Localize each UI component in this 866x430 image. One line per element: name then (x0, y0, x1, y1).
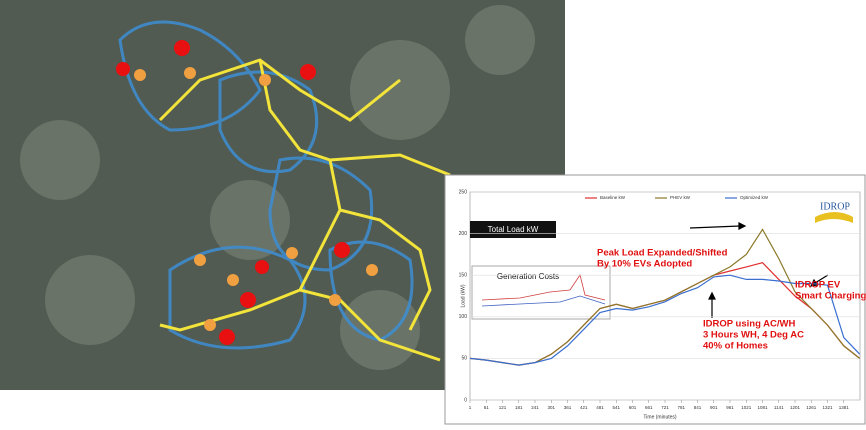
map-feeders (158, 58, 451, 362)
y-tick-label: 150 (459, 273, 468, 279)
annotation: IDROP using AC/WH (703, 319, 796, 330)
series-line (469, 274, 861, 366)
x-tick-label: 1261 (806, 405, 817, 410)
annotation: 3 Hours WH, 4 Deg AC (703, 330, 804, 341)
x-tick-label: 241 (531, 405, 539, 410)
arrows (689, 222, 829, 318)
legend-label: Baseline kW (600, 195, 626, 200)
inset (471, 265, 611, 320)
x-axis-label: Time (minutes) (643, 414, 676, 420)
map-sites (116, 40, 378, 345)
inset-line (481, 295, 606, 307)
x-tick-label: 421 (580, 405, 588, 410)
x-tick-label: 61 (484, 405, 490, 410)
annotation: By 10% EVs Adopted (597, 259, 692, 270)
chart-title: Total Load kW (488, 225, 539, 234)
x-tick-label: 481 (596, 405, 604, 410)
x-tick-label: 301 (547, 405, 555, 410)
annotation: IDROP EV (795, 280, 841, 291)
x-tick-label: 1 (469, 405, 472, 410)
y-tick-label: 200 (459, 231, 468, 237)
legend-label: PHEV kW (670, 195, 691, 200)
x-tick-label: 961 (726, 405, 734, 410)
x-tick-label: 121 (499, 405, 507, 410)
map-texture (20, 5, 535, 370)
y-axis-label: Load (kW) (460, 284, 466, 307)
x-tick-label: 661 (645, 405, 653, 410)
y-tick-label: 50 (461, 356, 467, 362)
y-tick-label: 0 (464, 397, 467, 403)
x-tick-label: 781 (677, 405, 685, 410)
annotation: 40% of Homes (703, 341, 768, 352)
x-tick-label: 1021 (741, 405, 752, 410)
logo-swoosh (815, 212, 853, 223)
annotation: Smart Charging (795, 291, 866, 302)
x-tick-label: 901 (710, 405, 718, 410)
x-tick-label: 1081 (757, 405, 768, 410)
x-tick-label: 601 (629, 405, 637, 410)
x-tick-label: 541 (612, 405, 620, 410)
x-tick-label: 1381 (839, 405, 850, 410)
x-tick-label: 1321 (822, 405, 833, 410)
inset-line (481, 274, 606, 301)
legend-label: Optimized kW (740, 195, 769, 200)
x-tick-label: 1201 (790, 405, 801, 410)
y-tick-label: 250 (459, 189, 468, 195)
x-tick-label: 721 (661, 405, 669, 410)
map-clusters (118, 20, 414, 350)
inset-title: Generation Costs (497, 272, 559, 281)
y-tick-label: 100 (459, 314, 468, 320)
annotation: Peak Load Expanded/Shifted (597, 248, 728, 259)
x-tick-label: 841 (694, 405, 702, 410)
x-tick-label: 181 (515, 405, 523, 410)
logo: IDROP (820, 201, 850, 212)
x-tick-label: 361 (564, 405, 572, 410)
x-tick-label: 1141 (774, 405, 784, 410)
